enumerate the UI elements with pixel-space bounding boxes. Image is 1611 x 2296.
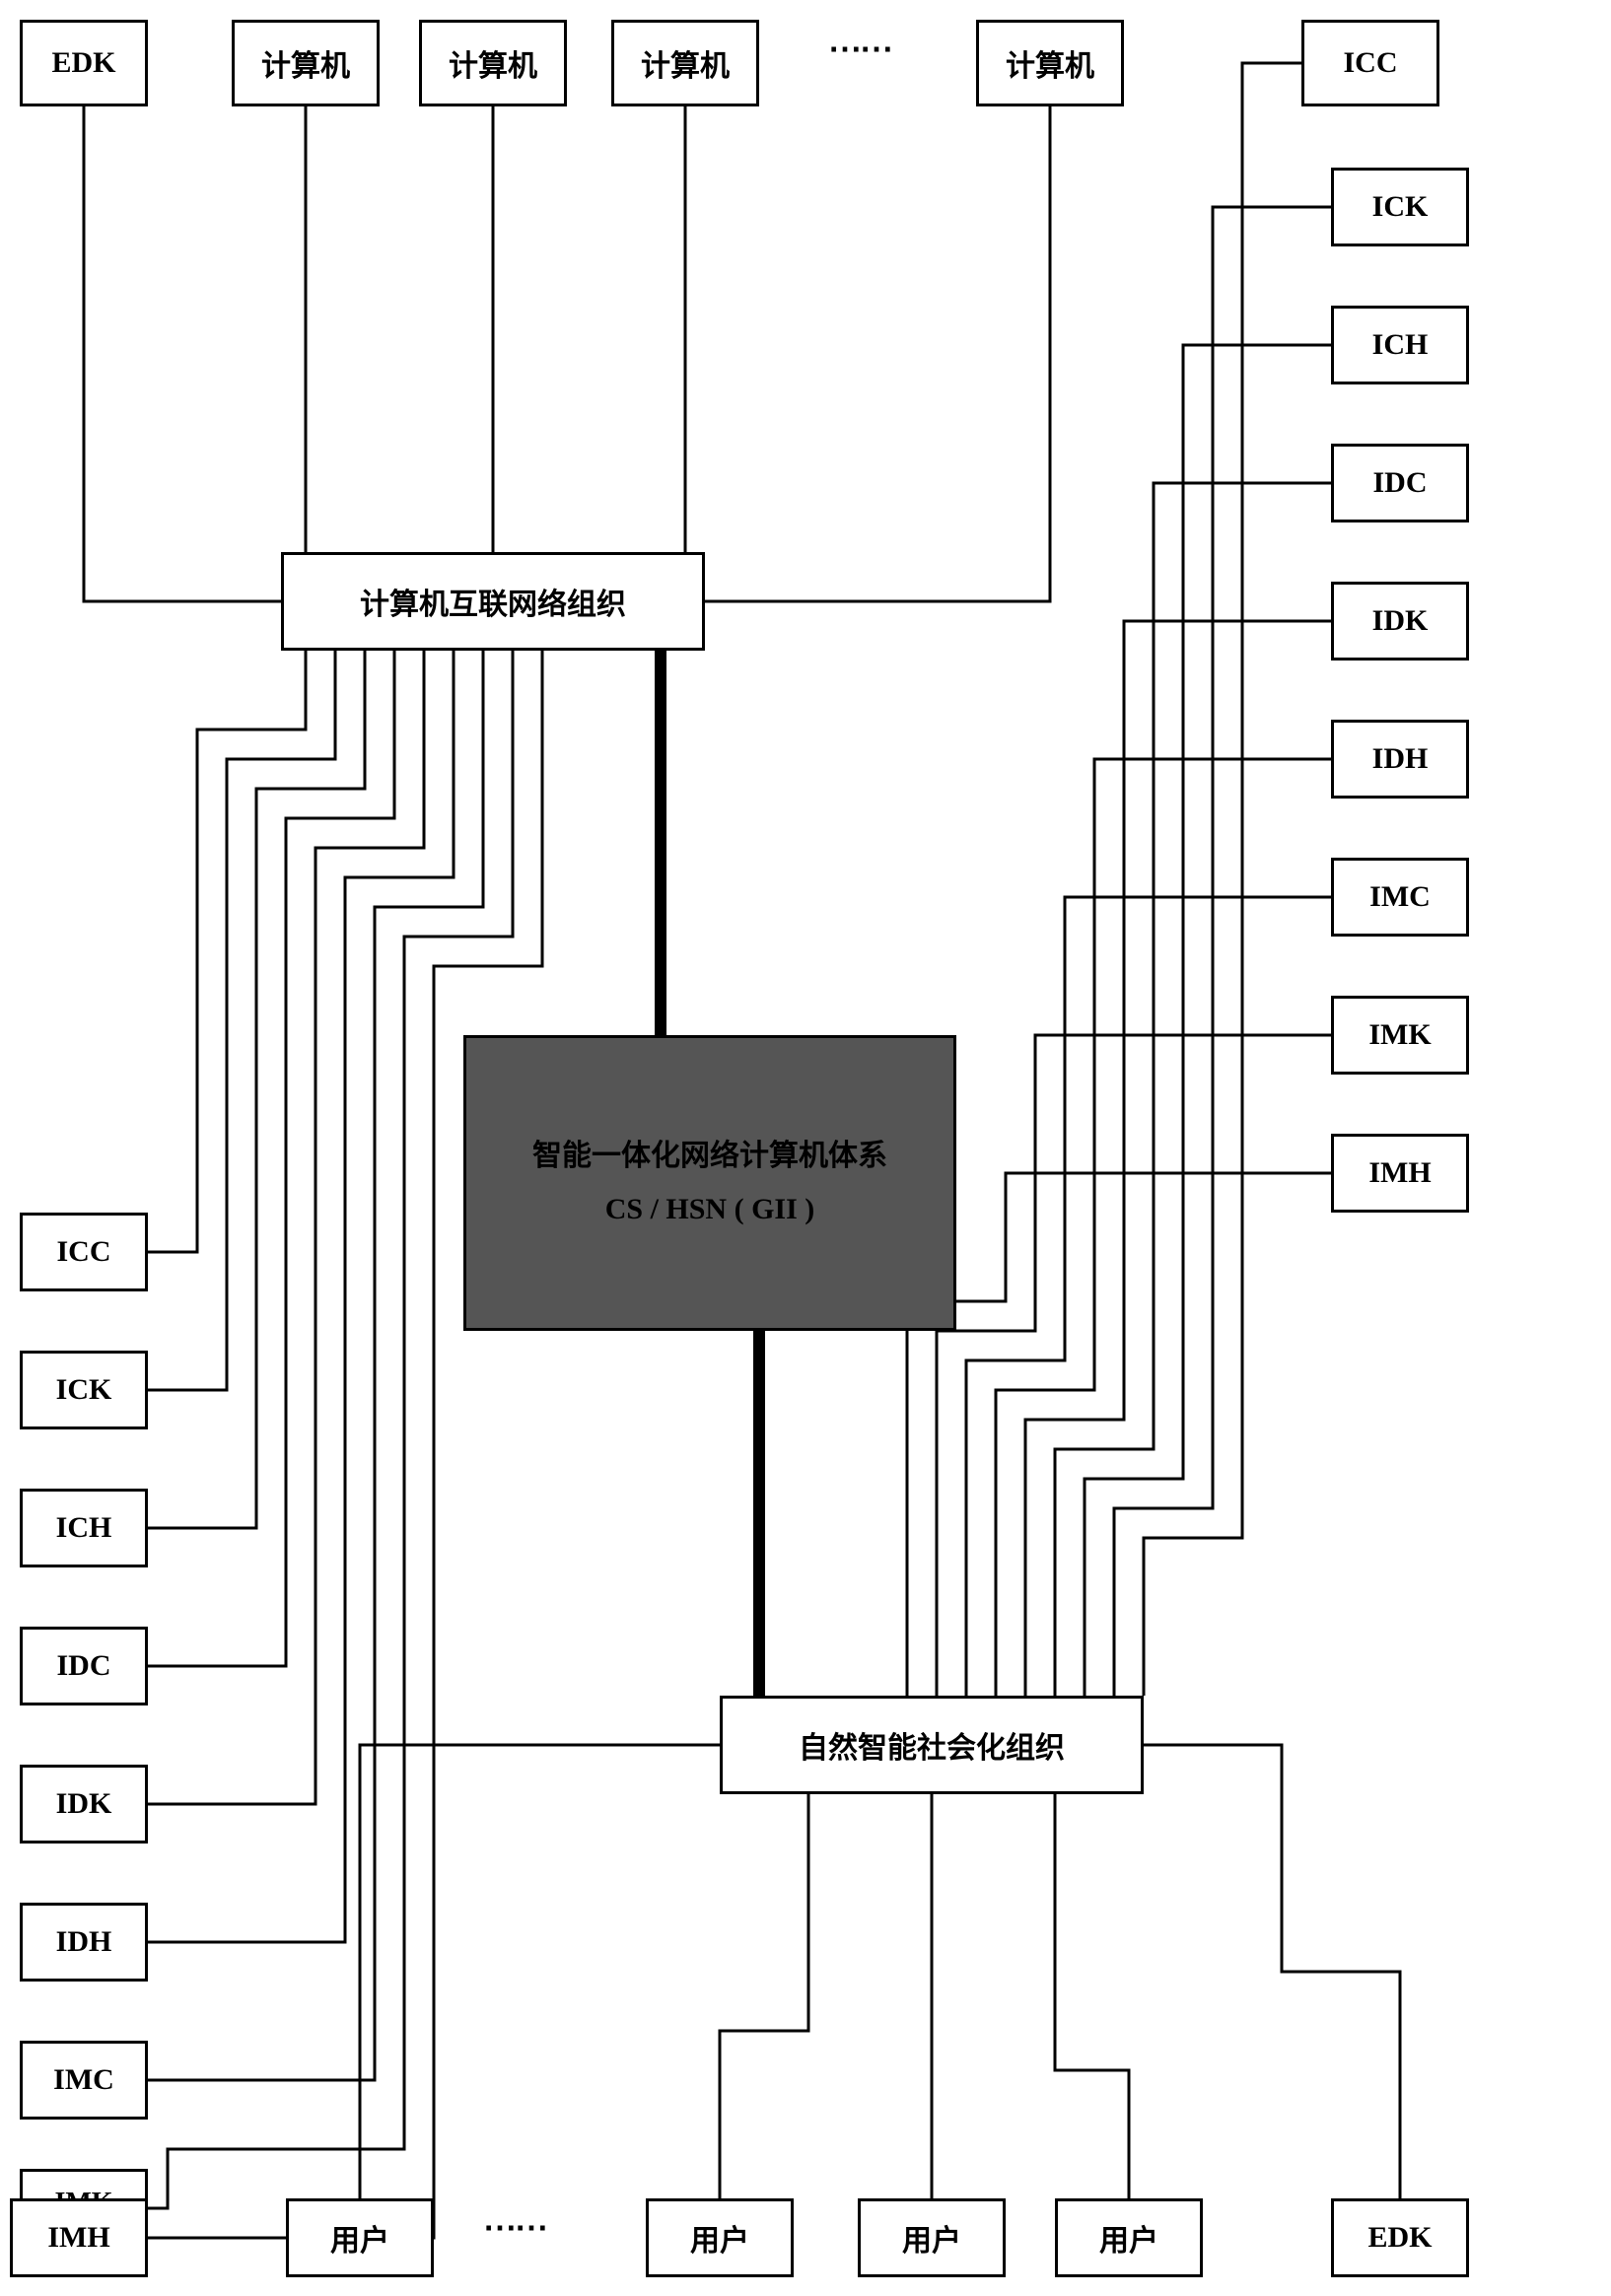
bottom-user-2-label: 用户 bbox=[690, 2216, 749, 2260]
bottom-user-1: 用户 bbox=[286, 2198, 434, 2277]
left-imh-label: IMH bbox=[47, 2221, 109, 2255]
top-computer-1-label: 计算机 bbox=[261, 41, 350, 85]
right-idk-box: IDK bbox=[1331, 582, 1469, 661]
right-imk-label: IMK bbox=[1368, 1018, 1431, 1052]
right-imc-label: IMC bbox=[1369, 880, 1431, 914]
top-icc-box: ICC bbox=[1301, 20, 1439, 106]
top-computer-4: 计算机 bbox=[976, 20, 1124, 106]
bottom-edk-label: EDK bbox=[1367, 2221, 1432, 2255]
top-edk-label: EDK bbox=[51, 46, 115, 80]
right-idc-label: IDC bbox=[1372, 466, 1427, 500]
left-idh-label: IDH bbox=[56, 1925, 112, 1959]
bottom-user-4-label: 用户 bbox=[1099, 2216, 1158, 2260]
left-idk-label: IDK bbox=[56, 1787, 112, 1821]
right-idh-box: IDH bbox=[1331, 720, 1469, 799]
bottom-user-4: 用户 bbox=[1055, 2198, 1203, 2277]
top-computer-3: 计算机 bbox=[611, 20, 759, 106]
right-ich-box: ICH bbox=[1331, 306, 1469, 384]
bottom-user-3: 用户 bbox=[858, 2198, 1006, 2277]
center-system-box: 智能一体化网络计算机体系 CS / HSN ( GII ) bbox=[463, 1035, 956, 1331]
right-imk-box: IMK bbox=[1331, 996, 1469, 1075]
hub-bottom-label: 自然智能社会化组织 bbox=[799, 1723, 1065, 1767]
top-computer-2-label: 计算机 bbox=[449, 41, 537, 85]
right-imc-box: IMC bbox=[1331, 858, 1469, 937]
left-icc-box: ICC bbox=[20, 1213, 148, 1291]
top-computer-1: 计算机 bbox=[232, 20, 380, 106]
left-idc-label: IDC bbox=[56, 1649, 110, 1683]
top-ellipsis: ⋯⋯ bbox=[828, 30, 891, 69]
right-ick-box: ICK bbox=[1331, 168, 1469, 246]
top-computer-2: 计算机 bbox=[419, 20, 567, 106]
left-icc-label: ICC bbox=[56, 1235, 110, 1269]
left-ick-box: ICK bbox=[20, 1351, 148, 1429]
bottom-ellipsis: ⋯⋯ bbox=[483, 2208, 546, 2248]
right-imh-label: IMH bbox=[1368, 1156, 1431, 1190]
left-ich-label: ICH bbox=[56, 1511, 112, 1545]
right-idh-label: IDH bbox=[1372, 742, 1429, 776]
left-imc-label: IMC bbox=[53, 2063, 114, 2097]
bottom-user-3-label: 用户 bbox=[902, 2216, 961, 2260]
right-imh-box: IMH bbox=[1331, 1134, 1469, 1213]
center-title: 智能一体化网络计算机体系 bbox=[532, 1130, 887, 1183]
left-idc-box: IDC bbox=[20, 1627, 148, 1705]
right-ick-label: ICK bbox=[1372, 190, 1429, 224]
left-idk-box: IDK bbox=[20, 1765, 148, 1844]
right-ich-label: ICH bbox=[1372, 328, 1429, 362]
left-imh-box: IMH bbox=[10, 2198, 148, 2277]
architecture-diagram: EDK 计算机 计算机 计算机 ⋯⋯ 计算机 ICC ICK ICH IDC I… bbox=[0, 0, 1611, 2296]
left-idh-box: IDH bbox=[20, 1903, 148, 1982]
center-subtitle: CS / HSN ( GII ) bbox=[605, 1183, 815, 1236]
bottom-edk-box: EDK bbox=[1331, 2198, 1469, 2277]
hub-bottom-box: 自然智能社会化组织 bbox=[720, 1696, 1144, 1794]
left-ick-label: ICK bbox=[56, 1373, 112, 1407]
left-imc-box: IMC bbox=[20, 2041, 148, 2120]
hub-top-label: 计算机互联网络组织 bbox=[360, 580, 626, 623]
top-edk-box: EDK bbox=[20, 20, 148, 106]
right-idc-box: IDC bbox=[1331, 444, 1469, 522]
bottom-user-2: 用户 bbox=[646, 2198, 794, 2277]
top-computer-4-label: 计算机 bbox=[1006, 41, 1094, 85]
bottom-user-1-label: 用户 bbox=[330, 2216, 389, 2260]
top-icc-label: ICC bbox=[1343, 46, 1397, 80]
hub-top-box: 计算机互联网络组织 bbox=[281, 552, 705, 651]
right-idk-label: IDK bbox=[1372, 604, 1429, 638]
top-computer-3-label: 计算机 bbox=[641, 41, 730, 85]
left-ich-box: ICH bbox=[20, 1489, 148, 1567]
